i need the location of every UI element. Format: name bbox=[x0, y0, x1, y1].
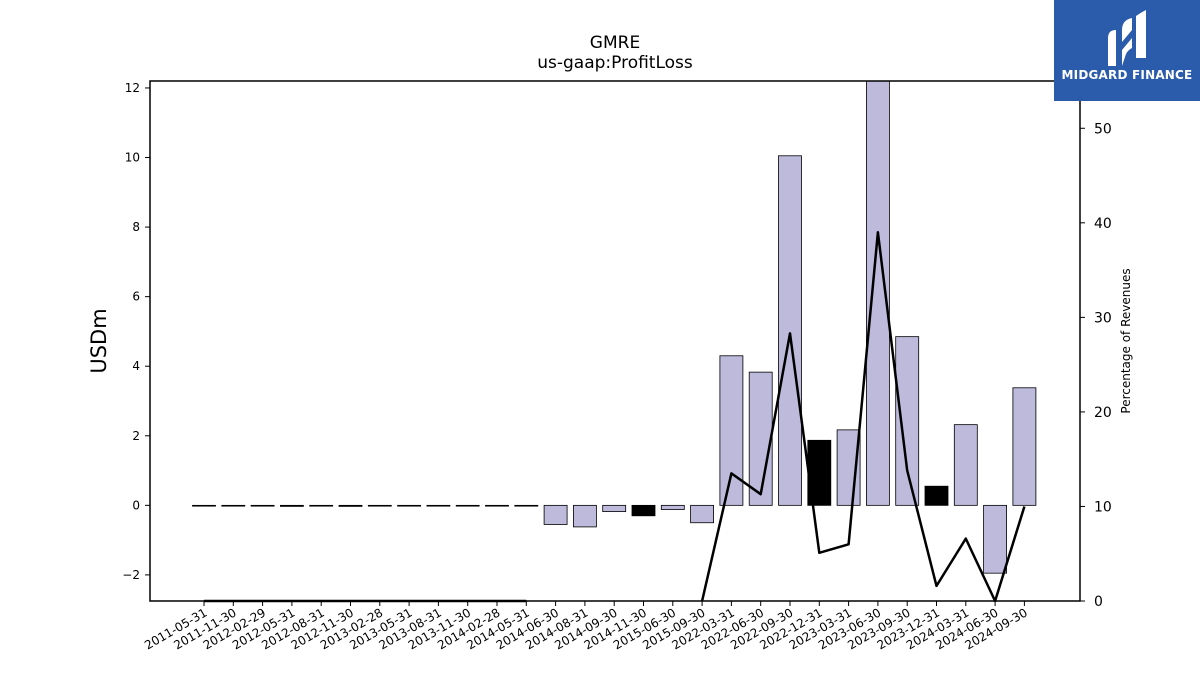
bar-2014-02-28 bbox=[485, 504, 509, 507]
bar-2022-09-30 bbox=[778, 155, 802, 506]
bar-2022-03-31 bbox=[719, 355, 744, 506]
bar-2012-02-29 bbox=[250, 504, 275, 507]
bar-2023-12-31 bbox=[924, 485, 949, 506]
y2-tick-label: 0 bbox=[1094, 594, 1103, 610]
chart-subtitle: us-gaap:ProfitLoss bbox=[537, 53, 693, 73]
bar-2024-03-31 bbox=[953, 424, 978, 506]
y-tick-label: 4 bbox=[132, 359, 140, 373]
y2-tick-label: 30 bbox=[1094, 310, 1112, 326]
bar-2014-05-31 bbox=[514, 504, 539, 507]
bar-series bbox=[192, 80, 1037, 574]
bar-2014-06-30 bbox=[543, 504, 568, 525]
y-axis-label: USDm bbox=[87, 308, 111, 373]
y2-tick-label: 40 bbox=[1094, 216, 1112, 232]
x-axis: 2011-05-312011-11-302012-02-292012-05-31… bbox=[142, 601, 1030, 652]
y-axis-right: 0 10 20 30 40 50 bbox=[1080, 121, 1112, 610]
bar-2014-11-30 bbox=[631, 504, 656, 517]
y-tick-label: −2 bbox=[122, 568, 140, 582]
bar-2014-09-30 bbox=[602, 504, 627, 513]
y2-tick-label: 10 bbox=[1094, 499, 1112, 515]
bar-2015-06-30 bbox=[660, 504, 685, 510]
bar-2023-09-30 bbox=[895, 336, 920, 506]
bar-2013-11-30 bbox=[455, 504, 480, 507]
y-tick-label: 8 bbox=[132, 220, 140, 234]
bar-2013-02-28 bbox=[367, 504, 392, 507]
bar-2012-05-31 bbox=[279, 504, 304, 507]
y-tick-label: 0 bbox=[132, 498, 140, 512]
bar-2011-11-30 bbox=[221, 504, 246, 507]
bar-2013-08-31 bbox=[426, 504, 451, 507]
y-tick-label: 2 bbox=[132, 429, 140, 443]
bar-2014-08-31 bbox=[573, 504, 597, 528]
line-series bbox=[204, 231, 1026, 603]
line-segment bbox=[700, 231, 1026, 603]
chart-title: GMRE bbox=[590, 33, 640, 53]
y-tick-label: 6 bbox=[132, 290, 140, 304]
y2-tick-label: 50 bbox=[1094, 121, 1112, 137]
bar-2013-05-31 bbox=[397, 504, 422, 507]
y-tick-label: 10 bbox=[125, 151, 140, 165]
plot-frame bbox=[149, 80, 1081, 602]
bar-2022-06-30 bbox=[748, 371, 773, 506]
y-axis-left: −2 0 2 4 6 8 10 12 bbox=[122, 81, 150, 582]
logo-text: MIDGARD FINANCE bbox=[1061, 68, 1193, 82]
bar-2011-05-31 bbox=[192, 504, 216, 507]
midgard-logo-icon bbox=[1108, 10, 1146, 66]
y-tick-label: 12 bbox=[125, 81, 140, 95]
bar-2024-09-30 bbox=[1012, 387, 1037, 506]
y2-axis-label: Percentage of Revenues bbox=[1119, 268, 1133, 413]
bar-2015-09-30 bbox=[690, 504, 714, 524]
bar-2012-08-31 bbox=[309, 504, 334, 507]
bar-2024-06-30 bbox=[983, 504, 1007, 574]
bar-2012-11-30 bbox=[338, 504, 363, 507]
midgard-finance-logo: MIDGARD FINANCE bbox=[1054, 0, 1200, 101]
y2-tick-label: 20 bbox=[1094, 405, 1112, 421]
